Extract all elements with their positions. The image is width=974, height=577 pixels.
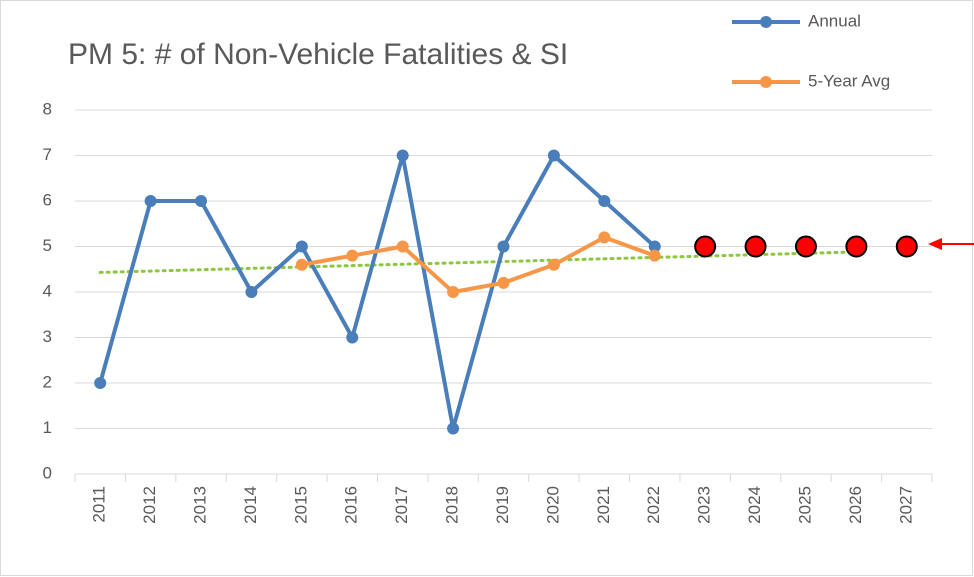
target-point xyxy=(845,235,868,258)
target-point xyxy=(694,235,717,258)
point xyxy=(396,240,409,253)
x-tick-label: 2023 xyxy=(695,486,714,524)
y-tick-label: 2 xyxy=(43,372,52,391)
point xyxy=(497,276,510,289)
y-tick-label: 3 xyxy=(43,327,52,346)
point xyxy=(447,422,460,435)
point xyxy=(195,195,208,207)
point xyxy=(547,149,560,162)
point xyxy=(648,240,661,253)
x-tick-label: 2014 xyxy=(241,486,260,524)
y-tick-label: 7 xyxy=(43,145,52,164)
y-tick-label: 4 xyxy=(43,281,52,300)
series-line xyxy=(301,235,656,294)
x-tick-label: 2015 xyxy=(291,486,310,524)
target-arrow xyxy=(928,238,974,250)
point xyxy=(346,249,359,262)
point xyxy=(94,377,107,389)
trendline xyxy=(98,250,858,274)
x-tick-label: 2018 xyxy=(443,486,462,524)
x-tick-label: 2016 xyxy=(342,486,361,524)
series-line xyxy=(98,153,657,431)
x-tick-label: 2020 xyxy=(543,486,562,524)
target-point xyxy=(794,235,817,258)
point xyxy=(598,195,611,207)
y-tick-label: 6 xyxy=(43,190,52,209)
x-tick-label: 2027 xyxy=(896,486,915,524)
point xyxy=(295,258,308,271)
point xyxy=(598,231,611,244)
point xyxy=(497,240,510,253)
x-tick-label: 2011 xyxy=(90,486,109,523)
point xyxy=(648,249,661,262)
x-tick-label: 2013 xyxy=(191,486,210,524)
chart-title: PM 5: # of Non-Vehicle Fatalities & SI xyxy=(68,38,568,71)
y-tick-label: 8 xyxy=(43,99,52,118)
legend-label: 5-Year Avg xyxy=(808,71,890,90)
legend-marker xyxy=(760,76,772,88)
target-point xyxy=(895,235,918,258)
x-tick-label: 2017 xyxy=(392,486,411,524)
point xyxy=(245,286,258,298)
point xyxy=(144,195,157,207)
x-tick-label: 2025 xyxy=(795,486,814,524)
y-tick-label: 0 xyxy=(43,463,52,482)
point xyxy=(547,258,560,271)
x-tick-label: 2024 xyxy=(745,486,764,524)
x-tick-label: 2021 xyxy=(594,486,613,524)
target-point xyxy=(744,235,767,258)
y-tick-label: 1 xyxy=(43,418,52,437)
x-tick-label: 2019 xyxy=(493,486,512,524)
point xyxy=(396,149,409,162)
x-tick-label: 2012 xyxy=(140,486,159,524)
point xyxy=(346,331,359,344)
point xyxy=(295,240,308,253)
y-tick-label: 5 xyxy=(43,236,52,255)
legend-label: Annual xyxy=(808,11,861,30)
legend-marker xyxy=(760,16,772,28)
point xyxy=(447,286,460,298)
x-tick-label: 2022 xyxy=(644,486,663,524)
x-tick-label: 2026 xyxy=(846,486,865,524)
